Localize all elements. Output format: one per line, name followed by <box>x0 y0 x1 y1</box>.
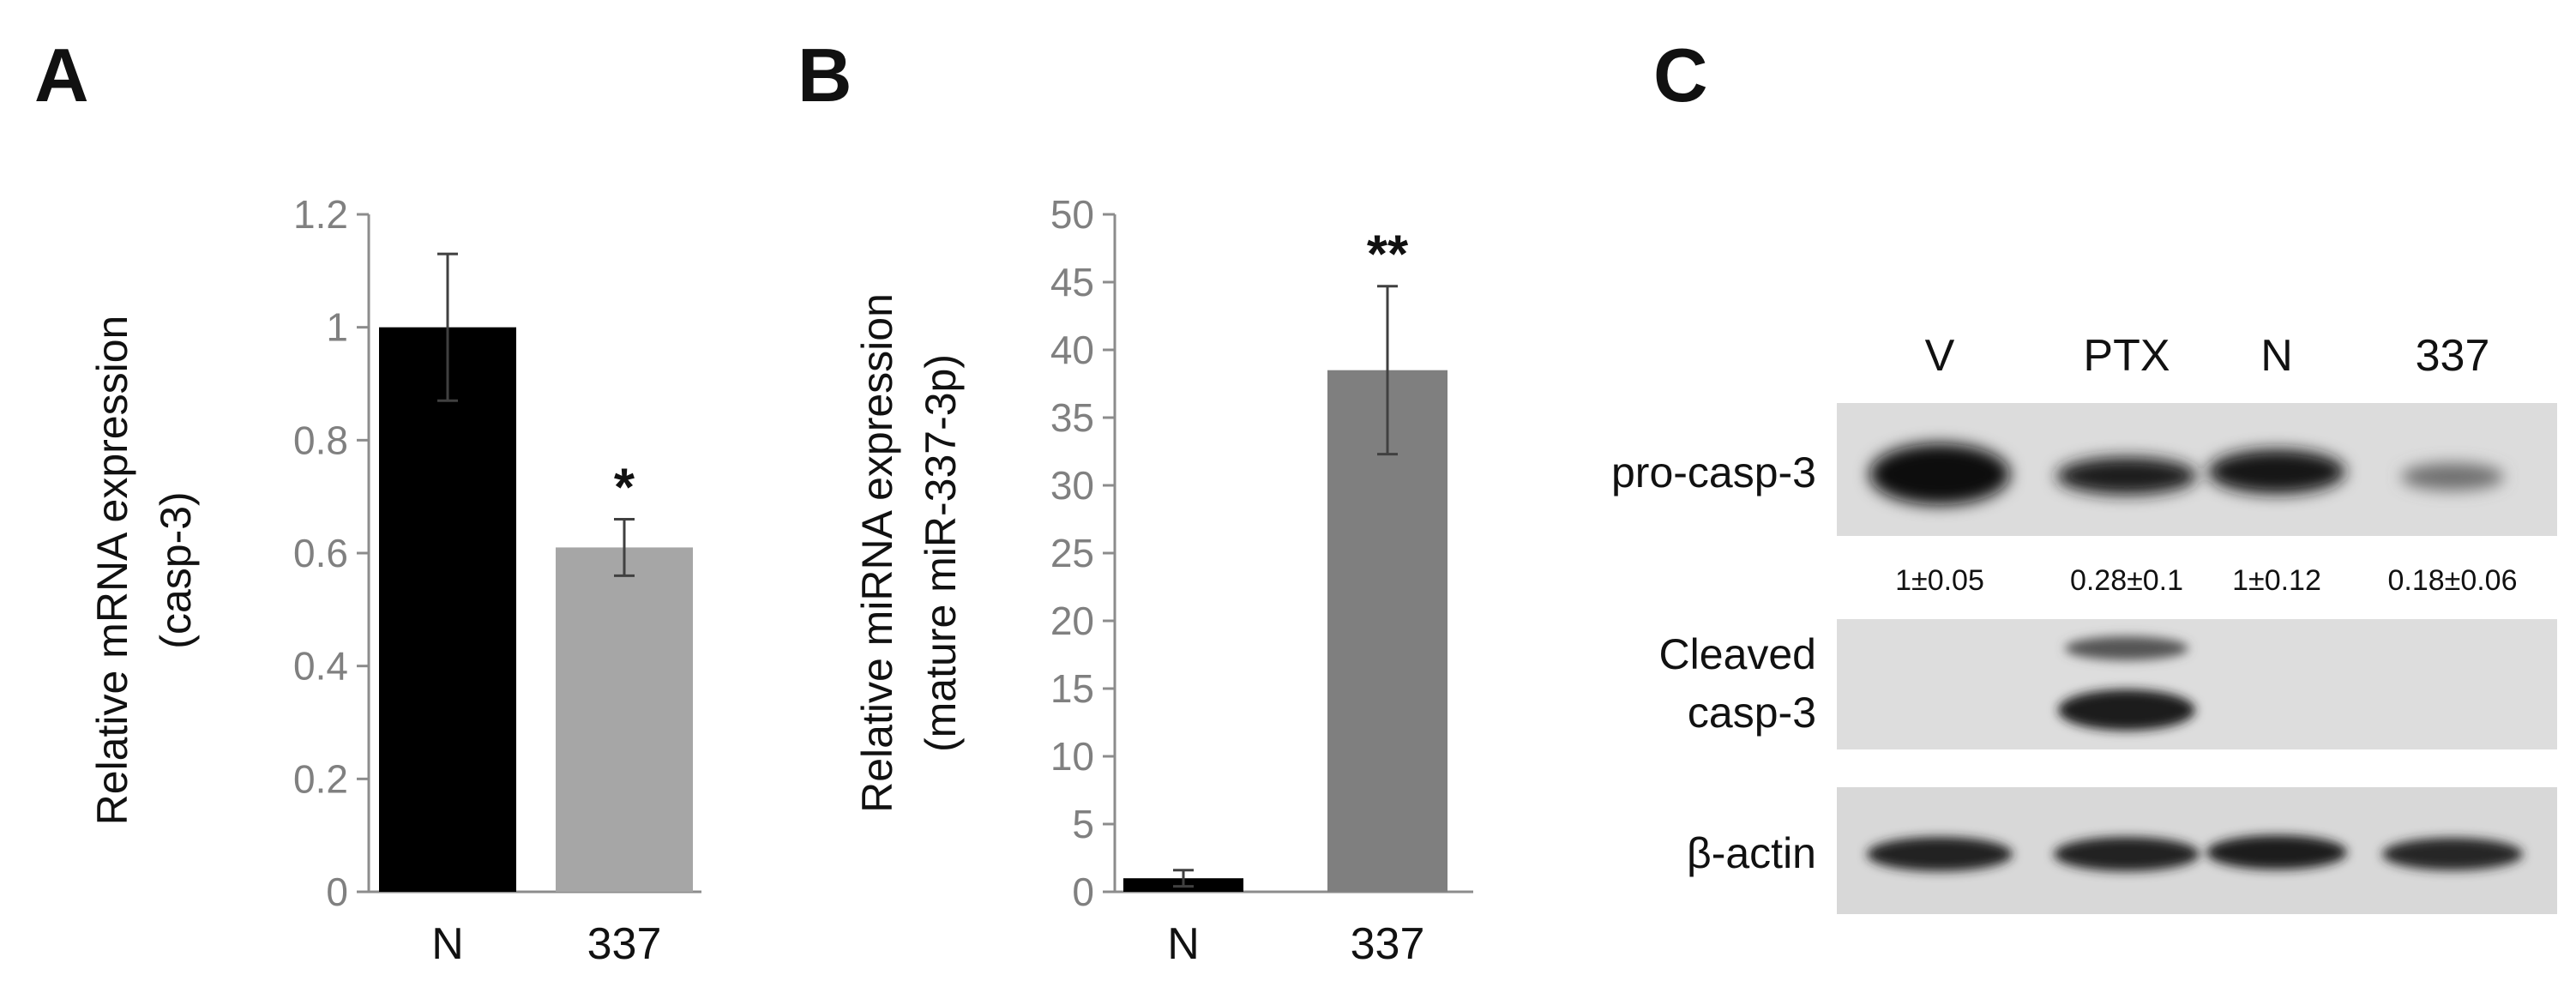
chart-a-tick-label: 0.8 <box>293 418 348 462</box>
band-actin-337 <box>2382 838 2523 870</box>
chart-b-tick-label: 35 <box>1050 395 1094 440</box>
panel-c-letter: C <box>1653 33 1708 117</box>
band-actin-ptx <box>2054 837 2200 871</box>
band-cleaved-upper-ptx <box>2065 636 2188 660</box>
chart-b-tick-label: 40 <box>1050 328 1094 372</box>
row-label-cleaved-line2: casp-3 <box>1688 689 1816 737</box>
row-label-beta-actin: β-actin <box>1687 829 1816 877</box>
chart-a-ylabel-line2: (casp-3) <box>152 491 200 648</box>
chart-a-tick-label: 0.4 <box>293 644 348 689</box>
chart-a-ylabel-line1: Relative mRNA expression <box>88 316 136 826</box>
chart-a-bar-337 <box>556 547 693 892</box>
chart-b-significance-marker: ** <box>1367 226 1409 285</box>
chart-b-ylabel-line2: (mature miR-337-3p) <box>917 354 965 752</box>
band-pro-337 <box>2401 463 2504 490</box>
band-pro-n <box>2208 449 2345 494</box>
row-label-pro-casp-3: pro-casp-3 <box>1611 448 1816 496</box>
chart-b-tick-label: 30 <box>1050 463 1094 508</box>
chart-a-tick-label: 0 <box>326 870 348 914</box>
chart-a-tick-label: 1.2 <box>293 192 348 237</box>
lane-label-v: V <box>1925 331 1955 381</box>
blot-strip-cleaved-casp-3 <box>1837 619 2557 749</box>
chart-a-tick-label: 0.2 <box>293 756 348 801</box>
chart-a-category-label: 337 <box>587 919 662 969</box>
chart-b: Relative miRNA expression (mature miR-33… <box>853 192 1473 969</box>
quant-n: 1±0.12 <box>2232 564 2321 597</box>
panel-a-letter: A <box>34 33 89 117</box>
western-blot: V PTX N 337 pro-casp-3 1±0.05 0.28±0.1 1… <box>1611 331 2557 914</box>
band-pro-v <box>1869 443 2010 505</box>
chart-a-significance-marker: * <box>614 459 635 518</box>
chart-a-bar-n <box>379 327 516 893</box>
chart-b-category-label: 337 <box>1351 919 1425 969</box>
chart-b-tick-label: 5 <box>1072 802 1094 846</box>
chart-b-tick-label: 15 <box>1050 666 1094 711</box>
lane-label-n: N <box>2260 331 2293 381</box>
chart-a-category-label: N <box>431 919 464 969</box>
chart-a-tick-label: 1 <box>326 305 348 350</box>
row-label-cleaved-line1: Cleaved <box>1659 630 1816 678</box>
chart-b-tick-label: 0 <box>1072 870 1094 914</box>
chart-a: Relative mRNA expression (casp-3) 0 0.2 0.… <box>88 192 701 969</box>
lane-label-337: 337 <box>2416 331 2490 381</box>
quant-v: 1±0.05 <box>1895 564 1984 597</box>
chart-b-tick-label: 50 <box>1050 192 1094 237</box>
chart-b-tick-label: 20 <box>1050 599 1094 643</box>
quant-337: 0.18±0.06 <box>2387 564 2517 597</box>
band-cleaved-lower-ptx <box>2058 689 2195 731</box>
lane-label-ptx: PTX <box>2083 331 2170 381</box>
quant-ptx: 0.28±0.1 <box>2070 564 2183 597</box>
panel-b-letter: B <box>797 33 852 117</box>
chart-b-tick-label: 10 <box>1050 734 1094 779</box>
chart-b-tick-label: 45 <box>1050 260 1094 304</box>
chart-b-category-label: N <box>1167 919 1200 969</box>
band-actin-n <box>2206 835 2347 870</box>
chart-a-tick-label: 0.6 <box>293 531 348 575</box>
chart-b-bar-337 <box>1327 370 1447 892</box>
chart-b-ylabel-line1: Relative miRNA expression <box>853 293 901 813</box>
chart-b-tick-label: 25 <box>1050 531 1094 575</box>
band-actin-v <box>1867 837 2013 871</box>
band-pro-ptx <box>2056 457 2197 495</box>
